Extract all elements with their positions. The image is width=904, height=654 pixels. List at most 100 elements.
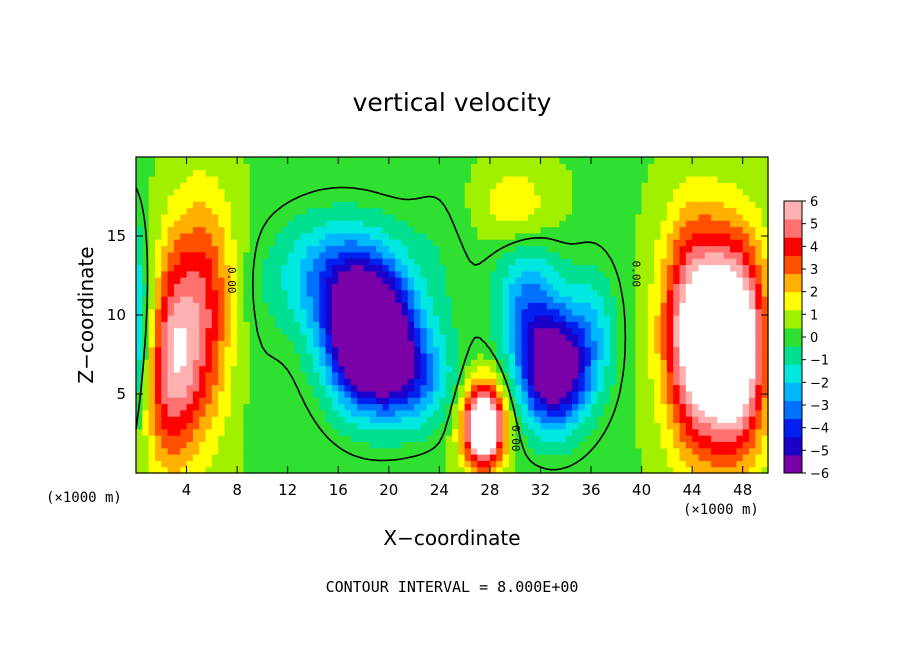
heatmap-cell (306, 390, 314, 398)
heatmap-cell (148, 327, 156, 335)
heatmap-cell (445, 441, 453, 449)
heatmap-cell (369, 163, 377, 171)
heatmap-cell (477, 289, 485, 297)
heatmap-cell (344, 175, 352, 183)
heatmap-cell (192, 390, 200, 398)
heatmap-cell (186, 460, 194, 468)
heatmap-cell (698, 302, 706, 310)
heatmap-cell (628, 201, 636, 209)
heatmap-cell (736, 163, 744, 171)
heatmap-cell (142, 169, 150, 177)
heatmap-cell (287, 315, 295, 322)
heatmap-cell (167, 270, 175, 278)
heatmap-cell (395, 239, 403, 247)
heatmap-cell (382, 264, 390, 272)
heatmap-cell (673, 188, 681, 196)
heatmap-cell (281, 226, 289, 234)
heatmap-cell (622, 182, 630, 190)
heatmap-cell (344, 283, 352, 291)
heatmap-cell (243, 435, 251, 442)
heatmap-cell (559, 466, 567, 474)
heatmap-cell (508, 416, 516, 424)
heatmap-cell (230, 365, 238, 373)
heatmap-cell (344, 245, 352, 253)
heatmap-cell (382, 365, 390, 373)
heatmap-cell (711, 264, 719, 272)
heatmap-cell (591, 371, 598, 379)
heatmap-cell (610, 245, 617, 253)
heatmap-cell (230, 416, 238, 424)
heatmap-cell (736, 327, 744, 335)
heatmap-cell (540, 390, 548, 398)
heatmap-cell (199, 277, 207, 284)
heatmap-cell (218, 466, 226, 474)
heatmap-cell (578, 157, 586, 164)
heatmap-cell (755, 251, 763, 259)
heatmap-cell (376, 340, 384, 348)
heatmap-cell (420, 289, 428, 297)
heatmap-cell (192, 163, 200, 171)
heatmap-cell (553, 460, 561, 468)
heatmap-cell (673, 213, 681, 221)
heatmap-cell (641, 264, 649, 272)
heatmap-cell (666, 283, 674, 291)
heatmap-cell (180, 207, 188, 215)
heatmap-cell (546, 365, 554, 373)
heatmap-cell (180, 454, 188, 461)
heatmap-cell (136, 346, 143, 354)
heatmap-cell (395, 302, 403, 310)
heatmap-cell (489, 422, 497, 430)
heatmap-cell (730, 302, 737, 310)
heatmap-cell (376, 188, 384, 196)
heatmap-cell (237, 169, 245, 177)
heatmap-cell (154, 384, 162, 392)
heatmap-cell (698, 441, 706, 449)
heatmap-cell (508, 270, 516, 278)
heatmap-cell (281, 466, 289, 474)
heatmap-cell (161, 182, 169, 190)
heatmap-cell (142, 454, 150, 461)
heatmap-cell (597, 245, 605, 253)
heatmap-cell (496, 435, 504, 442)
heatmap-cell (426, 397, 434, 405)
heatmap-cell (148, 258, 156, 266)
heatmap-cell (338, 308, 346, 316)
heatmap-cell (610, 226, 617, 234)
heatmap-cell (237, 416, 245, 424)
heatmap-cell (464, 264, 472, 272)
heatmap-cell (173, 245, 181, 253)
heatmap-cell (281, 352, 289, 360)
heatmap-cell (167, 454, 175, 461)
heatmap-cell (173, 390, 181, 398)
heatmap-cell (426, 409, 434, 417)
heatmap-cell (477, 207, 485, 215)
heatmap-cell (325, 182, 333, 190)
heatmap-cell (414, 245, 421, 253)
heatmap-cell (369, 251, 377, 259)
heatmap-cell (641, 359, 649, 367)
heatmap-cell (603, 403, 611, 411)
heatmap-cell (458, 371, 466, 379)
heatmap-cell (692, 359, 700, 367)
heatmap-cell (262, 296, 270, 303)
heatmap-cell (357, 226, 365, 234)
heatmap-cell (470, 346, 478, 354)
heatmap-cell (584, 428, 592, 436)
heatmap-cell (199, 188, 207, 196)
heatmap-cell (565, 365, 573, 373)
heatmap-cell (224, 441, 232, 449)
heatmap-cell (641, 378, 649, 386)
heatmap-cell (363, 460, 371, 468)
heatmap-cell (647, 277, 655, 284)
heatmap-cell (230, 264, 238, 272)
heatmap-cell (603, 270, 611, 278)
heatmap-cell (635, 283, 643, 291)
heatmap-cell (540, 435, 548, 442)
heatmap-cell (755, 428, 763, 436)
heatmap-cell (534, 447, 542, 455)
heatmap-cell (641, 201, 649, 209)
heatmap-cell (395, 371, 403, 379)
heatmap-cell (275, 182, 282, 190)
heatmap-cell (546, 232, 554, 240)
heatmap-cell (730, 157, 737, 164)
